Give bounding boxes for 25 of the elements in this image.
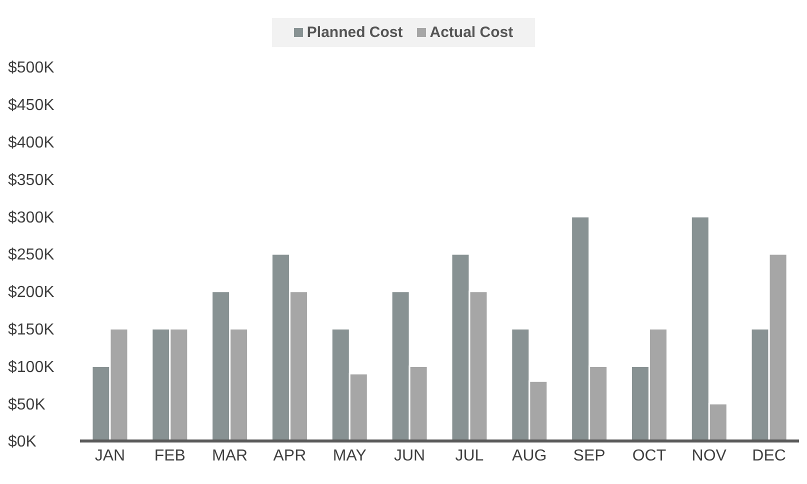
legend-label: Planned Cost [306, 24, 403, 41]
x-tick-label: JAN [94, 447, 126, 464]
x-tick-label: APR [273, 447, 306, 464]
y-tick-label: $250K [8, 246, 55, 264]
x-tick-label: NOV [692, 447, 727, 464]
y-tick-label: $50K [8, 396, 46, 414]
x-tick-label: JUN [394, 447, 426, 464]
y-tick-label: $350K [8, 172, 55, 189]
x-tick-label: AUG [512, 447, 547, 464]
y-tick-label: $150K [8, 321, 55, 338]
y-tick-label: $450K [8, 97, 55, 114]
x-tick-label: MAY [332, 447, 367, 464]
y-tick-label: $300K [8, 209, 55, 226]
y-tick-label: $200K [8, 284, 55, 302]
x-tick-label: MAR [212, 447, 248, 464]
y-tick-label: $0K [8, 434, 37, 451]
x-tick-label: OCT [632, 447, 666, 464]
x-tick-label: JUL [455, 447, 484, 464]
y-tick-label: $100K [8, 358, 55, 376]
x-tick-label: FEB [154, 447, 186, 464]
y-tick-label: $500K [8, 60, 55, 77]
legend-label: Actual Cost [428, 24, 514, 41]
x-tick-label: DEC [752, 447, 786, 464]
y-tick-label: $400K [8, 134, 55, 152]
x-tick-label: SEP [573, 447, 606, 464]
